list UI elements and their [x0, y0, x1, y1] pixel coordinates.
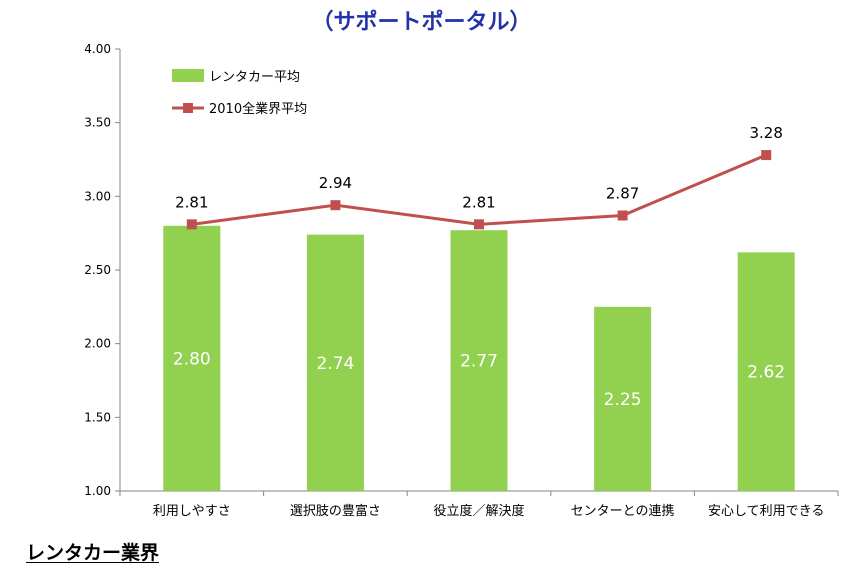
legend: レンタカー平均 2010全業界平均	[172, 69, 307, 117]
line-path	[191, 153, 767, 226]
y-tick-label: 1.00	[84, 484, 111, 498]
line-value-label: 2.94	[319, 174, 352, 192]
bar-series: 2.80 2.74 2.77 2.25 2.62	[163, 225, 795, 492]
y-tick-label: 3.50	[84, 116, 111, 130]
line-marker	[761, 150, 772, 161]
bar-value-label: 2.80	[173, 349, 211, 369]
line-marker	[330, 200, 341, 211]
legend-label-line: 2010全業界平均	[209, 101, 307, 117]
x-category-label: 利用しやすさ	[153, 504, 231, 519]
bar	[737, 252, 795, 491]
footer-label: レンタカー業界	[26, 542, 160, 564]
line-value-label: 2.81	[175, 193, 208, 211]
line-series: 2.81 2.94 2.81 2.87 3.28	[175, 124, 783, 230]
legend-swatch-marker	[183, 103, 193, 113]
x-category-label: 役立度／解決度	[433, 503, 524, 519]
bar	[594, 306, 652, 491]
bar-value-label: 2.25	[604, 390, 642, 410]
y-axis: 4.00 3.50 3.00 2.50 2.00 1.50 1.00	[84, 42, 121, 498]
bar-value-label: 2.62	[747, 363, 785, 383]
bar-value-label: 2.74	[316, 354, 354, 374]
y-tick-label: 3.00	[84, 189, 111, 203]
bar	[306, 234, 364, 491]
bar	[163, 225, 221, 492]
x-category-label: センターとの連携	[571, 503, 675, 519]
chart-title: （サポートポータル）	[311, 10, 532, 35]
y-tick-label: 2.00	[84, 337, 111, 351]
line-marker	[474, 219, 484, 230]
bar	[450, 230, 508, 491]
line-marker	[186, 219, 197, 230]
line-marker	[617, 210, 628, 221]
line-value-label: 2.87	[606, 184, 639, 202]
line-value-label: 2.81	[462, 193, 495, 211]
y-tick-label: 1.50	[84, 410, 111, 424]
x-category-label: 選択肢の豊富さ	[290, 503, 381, 519]
legend-swatch-bar	[172, 69, 204, 82]
x-category-label: 安心して利用できる	[708, 504, 824, 519]
line-value-label: 3.28	[749, 124, 782, 142]
legend-label-bar: レンタカー平均	[209, 70, 300, 85]
bar-value-label: 2.77	[460, 352, 498, 372]
x-axis: 利用しやすさ 選択肢の豊富さ 役立度／解決度 センターとの連携 安心して利用できる	[119, 490, 839, 519]
y-tick-label: 2.50	[84, 263, 111, 277]
y-tick-label: 4.00	[84, 42, 111, 56]
